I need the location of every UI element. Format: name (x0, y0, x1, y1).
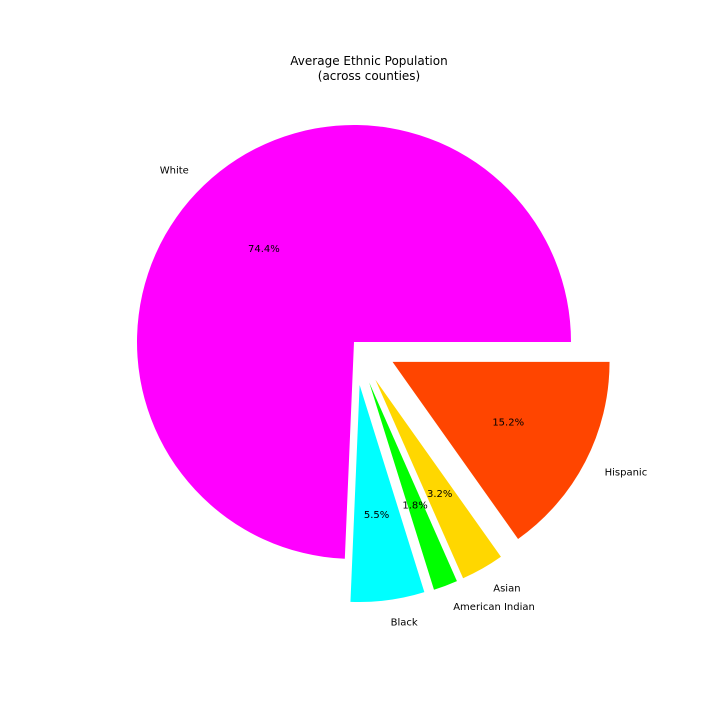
chart-title: Average Ethnic Population (290, 54, 447, 68)
pie-slice-american-indian (369, 382, 457, 590)
slice-label-american-indian: American Indian (453, 602, 535, 613)
slice-percent-asian: 3.2% (427, 489, 452, 500)
slice-label-white: White (160, 166, 189, 177)
slice-percent-white: 74.4% (248, 244, 280, 255)
chart-subtitle: (across counties) (318, 69, 420, 83)
pie-slice-asian (375, 379, 501, 579)
slice-percent-american-indian: 1.8% (402, 501, 427, 512)
pie-labels: White 74.4% Black 5.5% American Indian 1.8% As… (160, 166, 647, 629)
pie-slice-hispanic (392, 361, 610, 539)
slice-percent-black: 5.5% (364, 510, 389, 521)
slice-label-asian: Asian (493, 583, 520, 594)
slice-percent-hispanic: 15.2% (492, 418, 524, 429)
slice-label-black: Black (391, 618, 418, 629)
pie-slice-black (350, 385, 425, 603)
pie-slice-white (137, 124, 571, 559)
pie-slices (137, 124, 610, 603)
slice-label-hispanic: Hispanic (605, 468, 648, 479)
